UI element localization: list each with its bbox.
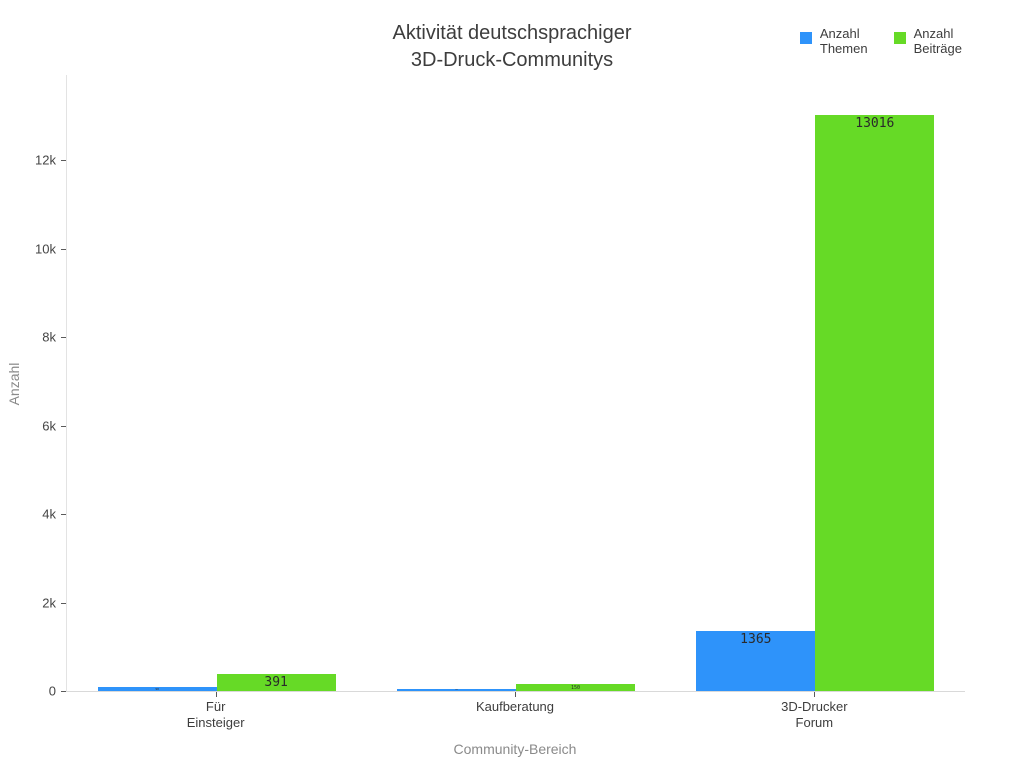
bar-themen-1	[397, 689, 516, 691]
bar-themen-0	[97, 687, 217, 691]
y-tick-mark	[61, 337, 66, 338]
legend-label-beitraege: Anzahl Beiträge	[913, 26, 962, 56]
chart-title-line2: 3D-Druck-Communitys	[410, 49, 614, 71]
bar-themen-2	[696, 631, 816, 691]
legend-swatch-beitraege-icon	[893, 32, 906, 44]
legend-label-themen: Anzahl Themen	[819, 26, 868, 56]
y-tick-mark	[61, 425, 66, 427]
x-tick-mark	[814, 692, 816, 697]
y-tick-label: 8k	[42, 329, 56, 345]
y-tick-mark	[61, 691, 66, 692]
y-tick-label: 10k	[35, 241, 56, 256]
legend-swatch-themen-icon	[799, 32, 812, 44]
y-axis-title: Anzahl	[6, 362, 22, 406]
y-tick-label: 4k	[42, 506, 56, 522]
legend: Anzahl Themen Anzahl Beiträge	[799, 26, 962, 56]
y-tick-mark	[61, 514, 66, 515]
x-category-label: 3D-Drucker Forum	[781, 699, 848, 730]
legend-item-anzahl-themen[interactable]: Anzahl Themen	[799, 26, 868, 56]
y-tick-mark	[61, 602, 66, 604]
y-tick-label: 0	[48, 683, 56, 699]
bar-beitraege-0	[216, 674, 336, 691]
y-tick-label: 6k	[42, 418, 56, 433]
x-tick-mark	[515, 692, 516, 697]
x-axis-title: Community-Bereich	[453, 741, 577, 757]
y-tick-label: 12k	[35, 152, 56, 168]
legend-item-anzahl-beitraege[interactable]: Anzahl Beiträge	[893, 26, 962, 56]
x-category-label: Kaufberatung	[475, 699, 555, 714]
plot-area: 90 50 1365 391 150 13016	[66, 75, 965, 692]
y-tick-label: 2k	[42, 595, 56, 610]
y-tick-mark	[61, 248, 66, 250]
bar-beitraege-1	[516, 684, 635, 691]
chart-title: Aktivität deutschsprachiger 3D-Druck-Com…	[0, 20, 1024, 74]
x-tick-mark	[215, 692, 217, 697]
bar-beitraege-2	[815, 115, 935, 691]
y-tick-mark	[61, 160, 66, 161]
chart-title-line1: Aktivität deutschsprachiger	[392, 22, 632, 44]
x-category-label: Für Einsteiger	[186, 699, 245, 730]
